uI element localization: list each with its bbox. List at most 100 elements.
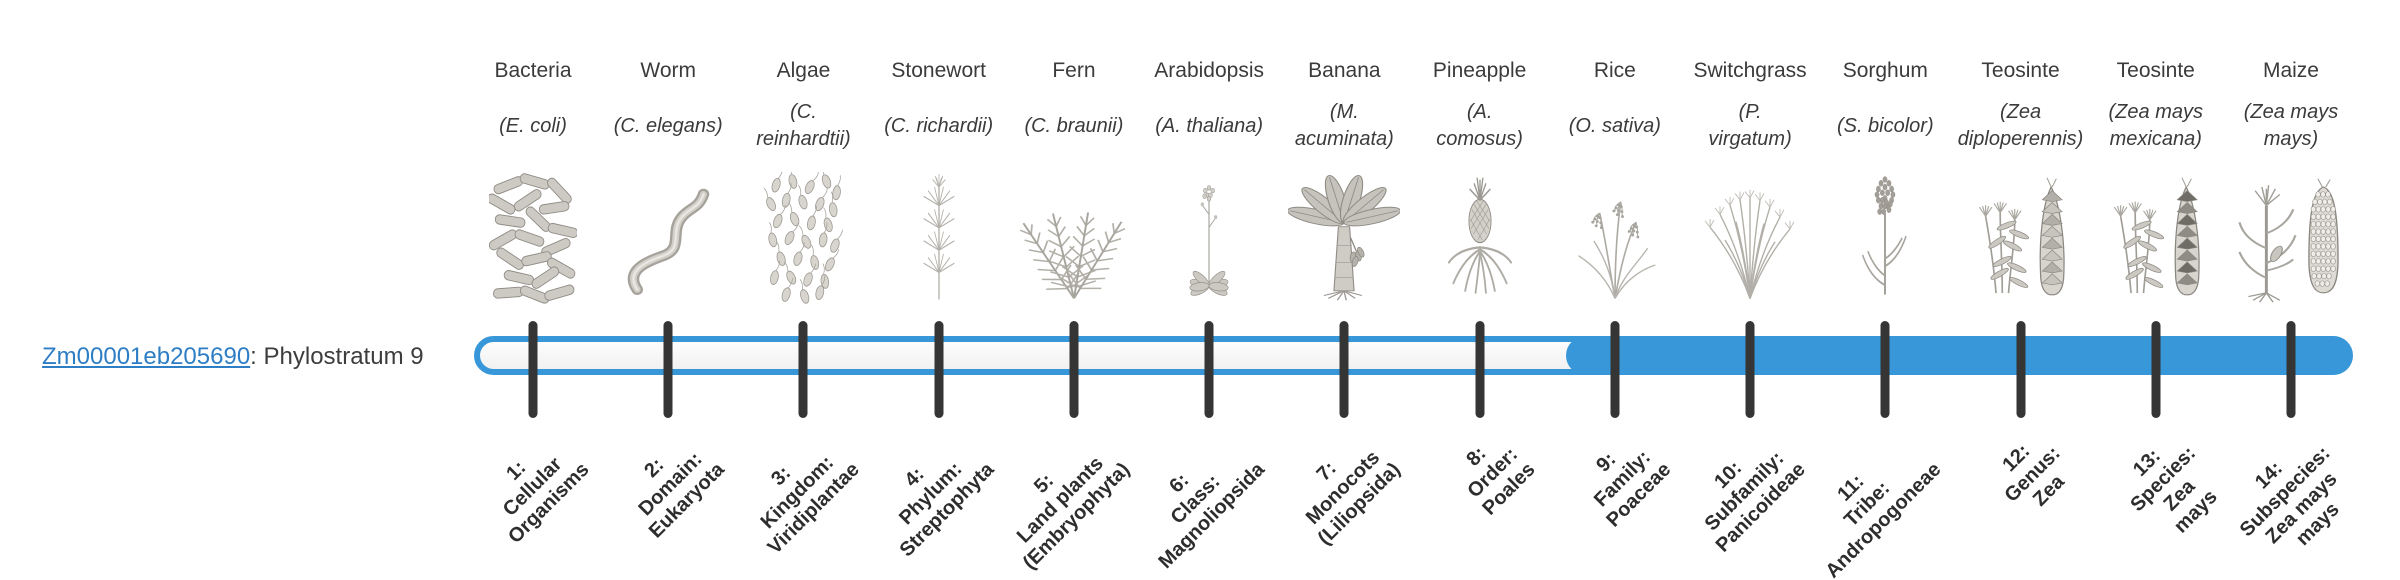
organism-common-name: Switchgrass [1693, 59, 1807, 82]
phylostratum-tick [2151, 321, 2161, 418]
organism-species-name: (O. sativa) [1568, 114, 1661, 137]
organism-species-name: (C. richardii) [884, 114, 994, 137]
organism-species-name: (Zea mays mays) [2243, 101, 2339, 150]
organism-species-name: (M. acuminata) [1294, 101, 1394, 150]
organism-label: Worm (C. elegans) [588, 58, 748, 157]
organism-label: Algae (C. reinhardtii) [723, 58, 883, 157]
fern-icon [1019, 172, 1129, 304]
organism-common-name: Worm [640, 59, 697, 82]
organism-common-name: Maize [2262, 59, 2319, 82]
stonewort-icon [907, 174, 971, 304]
phylostratum-tick-label: 2: Domain: Eukaryota [634, 448, 729, 543]
organism-species-name: (A. thaliana) [1155, 114, 1264, 137]
organism-species-name: (Zea diploperennis) [1957, 101, 2084, 150]
organism-species-wrap: (Zea mays mays) [2211, 95, 2371, 157]
phylostratum-tick [1745, 321, 1755, 418]
organism-species-wrap: (M. acuminata) [1264, 95, 1424, 157]
organism-species-wrap: (C. braunii) [994, 95, 1154, 157]
phylostratum-tick-label: 7: Monocots (Liliopsida) [1301, 446, 1405, 550]
algae-icon [761, 172, 845, 304]
organism-common-name: Stonewort [891, 59, 986, 82]
phylostratum-tick [1204, 321, 1214, 418]
organism-common-name: Pineapple [1432, 59, 1527, 82]
phylostratum-tick-label: 1: Cellular Organisms [498, 453, 594, 548]
organism-species-wrap: (C. elegans) [588, 95, 748, 157]
organism-common-name: Rice [1593, 59, 1636, 82]
organism-species-name: (A. comosus) [1436, 101, 1523, 150]
organism-common-name: Teosinte [2116, 59, 2195, 82]
phylostratum-tick [1339, 321, 1349, 418]
phylostratum-tick [934, 321, 944, 418]
organism-species-wrap: (Zea diploperennis) [1941, 95, 2101, 157]
phylostratum-tick-label: 13: Species: Zea mays [2125, 442, 2222, 538]
organism-species-wrap: (A. comosus) [1400, 95, 1560, 157]
teosinte-mexicana-icon [2104, 176, 2208, 304]
pineapple-icon [1443, 172, 1517, 304]
teosinte-diploperennis-icon [1969, 176, 2073, 304]
phylostratum-tick-label: 11: Tribe: Andropogoneae [1821, 458, 1946, 580]
organism-species-wrap: (O. sativa) [1535, 95, 1695, 157]
rice-icon [1567, 174, 1663, 304]
organism-label: Banana (M. acuminata) [1264, 58, 1424, 157]
organism-label: Maize (Zea mays mays) [2211, 58, 2371, 157]
organism-label: Bacteria (E. coli) [453, 58, 613, 157]
organism-label: Arabidopsis (A. thaliana) [1129, 58, 1289, 157]
organism-label: Sorghum (S. bicolor) [1805, 58, 1965, 157]
switchgrass-icon [1700, 176, 1800, 304]
phylostratum-track-fill [1565, 336, 2353, 375]
organism-species-name: (C. braunii) [1024, 114, 1124, 137]
phylostratum-tick-label: 6: Class: Magnoliopsida [1154, 458, 1270, 574]
organism-label: Stonewort (C. richardii) [859, 58, 1019, 157]
banana-icon [1288, 172, 1401, 304]
phylostratum-tick-label: 4: Phylum: Streptophyta [895, 457, 999, 562]
organism-species-wrap: (C. reinhardtii) [723, 95, 883, 157]
organism-species-wrap: (C. richardii) [859, 95, 1019, 157]
organism-label: Switchgrass (P. virgatum) [1670, 58, 1830, 157]
phylostratum-tick-label: 5: Land plants (Embryophyta) [1012, 452, 1135, 574]
organism-label: Teosinte (Zea mays mexicana) [2076, 58, 2236, 157]
organism-label: Fern (C. braunii) [994, 58, 1154, 157]
organism-common-name: Fern [1052, 59, 1096, 82]
organism-species-name: (C. reinhardtii) [756, 101, 851, 150]
organism-common-name: Arabidopsis [1154, 59, 1264, 82]
bacteria-icon [489, 172, 577, 304]
organism-species-wrap: (E. coli) [453, 95, 613, 157]
phylostratum-tick-label: 8: Order: Poales [1462, 442, 1540, 520]
phylostratum-tick [1610, 321, 1620, 418]
organism-species-wrap: (S. bicolor) [1805, 95, 1965, 157]
sorghum-icon [1852, 172, 1918, 304]
organism-label: Rice (O. sativa) [1535, 58, 1695, 157]
phylostratum-tick-label: 12: Genus: Zea [1997, 440, 2069, 511]
organism-common-name: Algae [776, 59, 831, 82]
organism-species-wrap: (Zea mays mexicana) [2076, 95, 2236, 157]
organism-common-name: Bacteria [494, 59, 572, 82]
organism-species-wrap: (A. thaliana) [1129, 95, 1289, 157]
organism-species-wrap: (P. virgatum) [1670, 95, 1830, 157]
phylostratum-tick-label: 14: Subspecies: Zea mays mays [2235, 442, 2344, 551]
maize-icon [2235, 174, 2347, 304]
phylostratum-tick [2286, 321, 2296, 418]
organism-species-name: (P. virgatum) [1708, 101, 1792, 150]
arabidopsis-icon [1172, 176, 1246, 304]
organism-common-name: Teosinte [1981, 59, 2060, 82]
phylostratum-tick [528, 321, 538, 418]
organism-label: Teosinte (Zea diploperennis) [1941, 58, 2101, 157]
phylostratum-tick-label: 3: Kingdom: Viridiplantae [756, 451, 864, 559]
phylostratum-tick-label: 9: Family: Poaceae [1589, 446, 1675, 532]
organism-label: Pineapple (A. comosus) [1400, 58, 1560, 157]
gene-label: Zm00001eb205690: Phylostratum 9 [42, 342, 424, 372]
phylostratum-tick [663, 321, 673, 418]
phylostratum-tick [1880, 321, 1890, 418]
phylostratum-tick [2016, 321, 2026, 418]
organism-species-name: (E. coli) [499, 114, 567, 137]
phylostratum-tick [1475, 321, 1485, 418]
organism-common-name: Sorghum [1842, 59, 1928, 82]
organism-species-name: (S. bicolor) [1836, 114, 1934, 137]
gene-id-link[interactable]: Zm00001eb205690 [42, 343, 251, 370]
organism-species-name: (C. elegans) [613, 114, 723, 137]
organism-common-name: Banana [1308, 59, 1381, 82]
phylostratum-tick [1069, 321, 1079, 418]
worm-icon [620, 178, 716, 304]
gene-phylostratum-text: : Phylostratum 9 [250, 343, 424, 370]
